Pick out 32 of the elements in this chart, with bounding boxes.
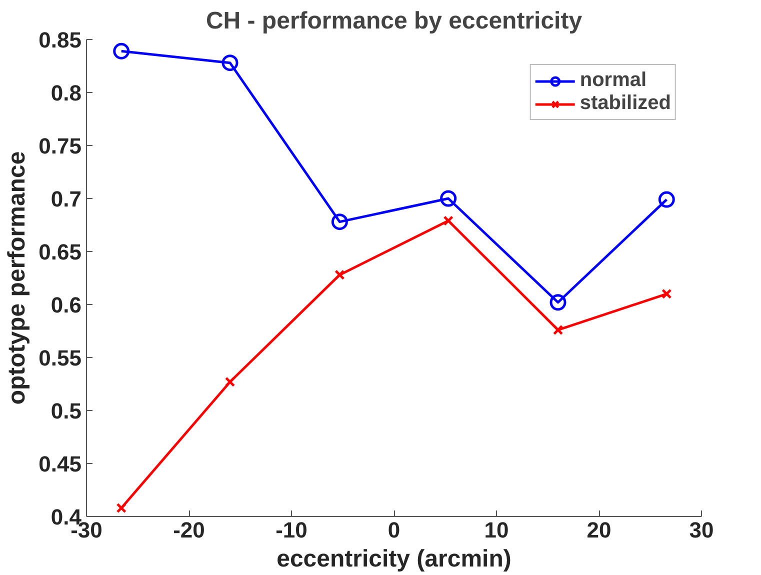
x-tick-label: 0 — [388, 518, 400, 542]
point — [116, 502, 126, 514]
x-tick-label: -20 — [173, 518, 205, 542]
y-tick-label: 0.8 — [50, 80, 82, 106]
point — [224, 376, 236, 388]
y-tick-label: 0.65 — [38, 240, 82, 264]
point — [662, 288, 672, 300]
point — [331, 214, 348, 230]
y-axis-title: optotype performance — [4, 151, 31, 405]
legend-label: normal — [580, 69, 647, 92]
x-tick-label: 20 — [586, 518, 612, 542]
y-tick-label: 0.45 — [38, 452, 82, 476]
y-tick-label: 0.75 — [38, 134, 82, 158]
y-tick-label: 0.85 — [38, 28, 82, 52]
point — [334, 270, 345, 280]
point — [552, 324, 564, 336]
point — [113, 42, 130, 60]
y-tick-label: 0.55 — [38, 346, 82, 370]
point — [440, 190, 457, 207]
y-tick-label: 0.7 — [50, 186, 82, 212]
x-tick-label: -10 — [276, 518, 308, 542]
chart-title: CH - performance by eccentricity — [206, 8, 583, 34]
legend-label: stabilized — [580, 92, 671, 115]
y-tick-label: 0.6 — [50, 292, 82, 318]
y-tick-label: 0.5 — [50, 398, 82, 424]
x-tick-label: 10 — [484, 518, 509, 542]
point — [550, 294, 566, 311]
x-tick-label: 30 — [689, 518, 714, 542]
point — [658, 191, 675, 208]
point — [443, 216, 454, 226]
point — [222, 54, 238, 72]
x-axis-title: eccentricity (arcmin) — [276, 546, 512, 572]
